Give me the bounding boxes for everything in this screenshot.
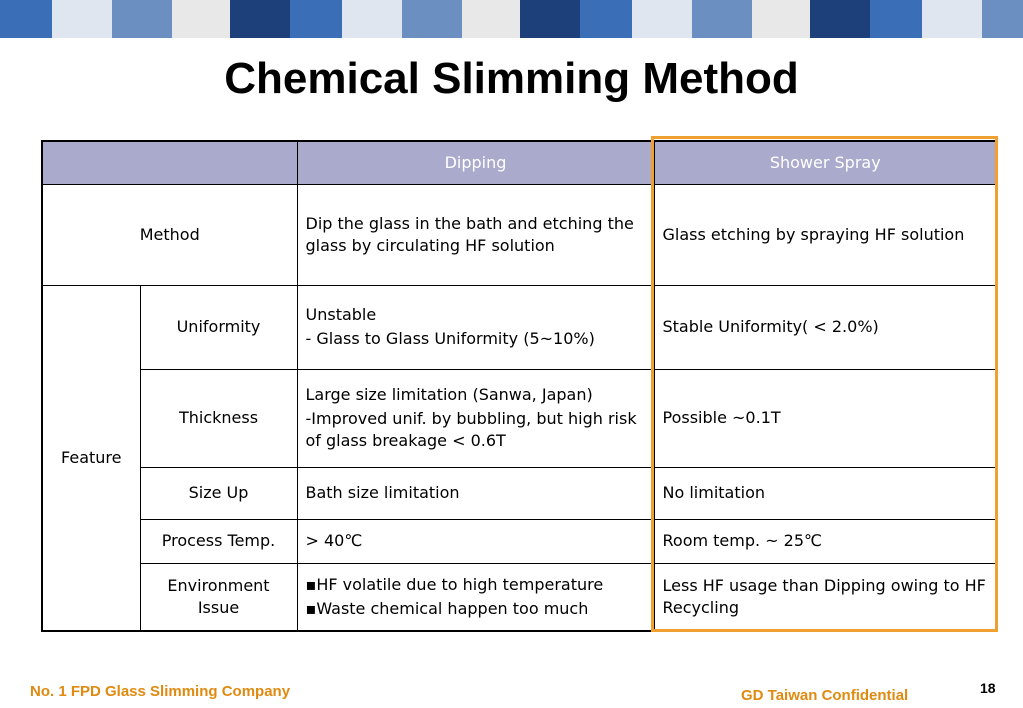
cell-text: Glass etching by spraying HF solution — [662, 224, 965, 244]
cell: Unstable - Glass to Glass Uniformity (5~1… — [296, 284, 655, 370]
cell-text: ▪HF volatile due to high temperature — [305, 574, 604, 594]
cell: Less HF usage than Dipping owing to HF R… — [653, 562, 998, 632]
row: Thickness Large size limitation (Sanwa, J… — [42, 368, 998, 468]
comparison-table: Dipping Shower Spray Method Dip the glass i… — [41, 140, 998, 632]
cell-text: Stable Uniformity( < 2.0%) — [662, 317, 879, 336]
cell: ▪HF volatile due to high temperature ▪Was… — [296, 562, 655, 632]
row: Feature Uniformity Unstable - Glass to Glas… — [41, 284, 998, 632]
cell: Bath size limitation — [296, 466, 655, 520]
cell: Dip the glass in the bath and etching th… — [296, 183, 655, 286]
cell: Room temp. ~ 25℃ — [653, 518, 998, 564]
row: Process Temp. > 40℃ Room temp. ~ 25℃ — [42, 518, 998, 564]
cell-text: -Improved unif. by bubbling, but high ri… — [305, 409, 637, 450]
cell-text: No limitation — [662, 483, 766, 502]
cell-text: Dip the glass in the bath and etching th… — [305, 213, 634, 255]
title: Chemical Slimming Method — [224, 54, 799, 103]
cell-text: Less HF usage than Dipping owing to HF R… — [662, 575, 986, 617]
row: Environment Issue ▪HF volatile due to hig… — [42, 562, 998, 632]
cell-text: Room temp. ~ 25℃ — [662, 531, 823, 550]
cell-text: Bath size limitation — [305, 483, 460, 502]
column-header: Dipping — [296, 140, 655, 185]
cell: Possible ~0.1T — [653, 368, 998, 468]
confidential: GD Taiwan Confidential — [741, 687, 909, 704]
company: No. 1 FPD Glass Slimming Company — [30, 683, 291, 700]
cell-text: Possible ~0.1T — [662, 408, 781, 427]
cell-text: > 40℃ — [305, 531, 363, 550]
row: Method Dip the glass in the bath and etch… — [41, 183, 998, 286]
cell-text: ▪Waste chemical happen too much — [305, 598, 589, 618]
row: Size Up Bath size limitation No limitation — [42, 466, 998, 520]
group-label: Feature — [41, 284, 141, 632]
row-label: Size Up — [139, 466, 298, 520]
header-row: Dipping Shower Spray — [41, 140, 998, 185]
column-header: Shower Spray — [653, 140, 998, 185]
cell: Stable Uniformity( < 2.0%) — [653, 284, 998, 370]
page-number: 18 — [980, 680, 996, 696]
cell-text: Unstable — [305, 305, 377, 324]
cell: Glass etching by spraying HF solution — [653, 183, 998, 286]
header-cell — [41, 140, 298, 185]
cell: Large size limitation (Sanwa, Japan) -Imp… — [296, 368, 655, 468]
row-label: Process Temp. — [139, 518, 298, 564]
row-label: Thickness — [139, 368, 298, 468]
cell-text: Large size limitation (Sanwa, Japan) — [305, 385, 593, 404]
cell: No limitation — [653, 466, 998, 520]
banner — [0, 0, 1023, 38]
cell: > 40℃ — [296, 518, 655, 564]
cell-text: - Glass to Glass Uniformity (5~10%) — [305, 329, 595, 348]
row-label: Method — [41, 183, 298, 286]
row-label: Environment Issue — [139, 562, 298, 632]
row-label: Uniformity — [139, 284, 298, 370]
